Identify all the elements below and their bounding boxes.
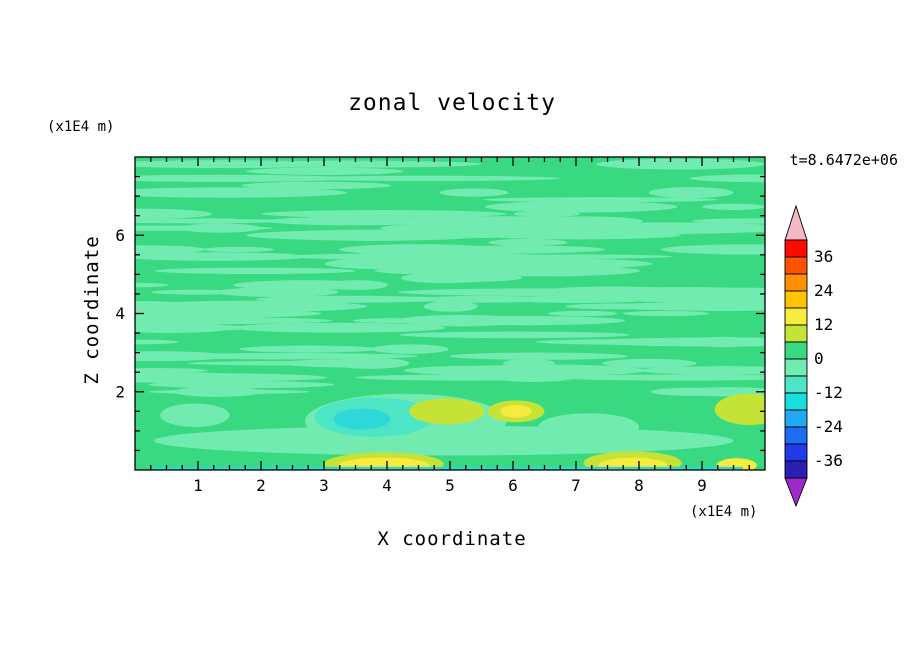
- x-tick-label: 1: [193, 476, 203, 495]
- colorbar-segment: [784, 426, 808, 445]
- contour-feature: [338, 457, 430, 470]
- colorbar-segment: [784, 256, 808, 275]
- x-tick-label: 5: [445, 476, 455, 495]
- colorbar-tick-label: -24: [814, 417, 843, 436]
- contour-feature: [160, 403, 230, 427]
- colorbar: 36 24 12 0 -12 -24 -36: [784, 204, 843, 508]
- colorbar-segment: [784, 324, 808, 343]
- colorbar-tick-label: 24: [814, 281, 833, 300]
- contour-feature: [538, 413, 639, 441]
- colorbar-tick-label: -36: [814, 451, 843, 470]
- colorbar-tick-label: -12: [814, 383, 843, 402]
- colorbar-segment: [784, 273, 808, 292]
- colorbar-segment: [784, 443, 808, 462]
- x-tick-label: 2: [256, 476, 266, 495]
- time-stamp-label: t=8.6472e+06: [789, 151, 898, 169]
- contour-feature: [333, 408, 391, 430]
- x-tick-label: 9: [697, 476, 707, 495]
- colorbar-segment: [784, 358, 808, 377]
- axis-frame: [134, 156, 766, 471]
- contour-feature: [500, 405, 532, 418]
- y-tick-label: 6: [115, 226, 125, 245]
- colorbar-under-arrow: [784, 477, 808, 508]
- colorbar-over-arrow: [784, 204, 808, 241]
- colorbar-tick-label: 12: [814, 315, 833, 334]
- contour-feature: [598, 457, 668, 470]
- tick-labels: 1 2 3 4 5 6 7 8 9 2 4 6: [115, 226, 706, 495]
- colorbar-tick-label: 0: [814, 349, 824, 368]
- colorbar-segment: [784, 341, 808, 360]
- colorbar-segment: [784, 409, 808, 428]
- y-tick-label: 4: [115, 304, 125, 323]
- x-tick-label: 8: [634, 476, 644, 495]
- y-tick-label: 2: [115, 382, 125, 401]
- colorbar-tick-label: 36: [814, 247, 833, 266]
- contour-field: [135, 157, 765, 470]
- chart-title: zonal velocity: [348, 90, 556, 116]
- colorbar-segment: [784, 290, 808, 309]
- colorbar-segment: [784, 307, 808, 326]
- contour-feature: [409, 398, 485, 425]
- y-axis-unit-label: (x1E4 m): [47, 119, 115, 135]
- y-axis-title: Z coordinate: [81, 235, 103, 385]
- x-axis-title: X coordinate: [377, 528, 527, 550]
- x-tick-label: 6: [508, 476, 518, 495]
- x-tick-label: 7: [571, 476, 581, 495]
- colorbar-segment: [784, 239, 808, 258]
- contour-feature: [714, 393, 765, 426]
- colorbar-segment: [784, 460, 808, 479]
- x-tick-label: 3: [319, 476, 329, 495]
- x-axis-unit-label: (x1E4 m): [690, 504, 758, 520]
- colorbar-segment: [784, 375, 808, 394]
- colorbar-segment: [784, 392, 808, 411]
- x-tick-label: 4: [382, 476, 392, 495]
